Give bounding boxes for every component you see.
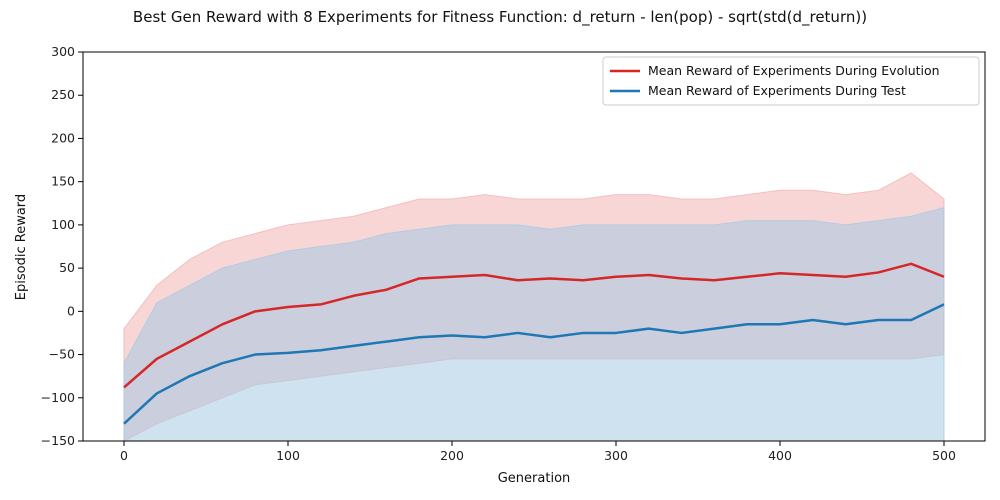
- line-series-1: [123, 303, 945, 425]
- y-tick-label: −100: [41, 390, 75, 405]
- x-axis: 0 100 200 300 400 500: [120, 441, 956, 463]
- x-tick-label: 100: [276, 448, 300, 463]
- x-axis-title: Generation: [498, 471, 571, 486]
- y-tick-label: 150: [51, 174, 75, 189]
- line-series-0: [123, 262, 945, 389]
- y-tick-label: 0: [67, 303, 75, 318]
- chart-title: Best Gen Reward with 8 Experiments for F…: [133, 8, 867, 27]
- y-tick-label: 200: [51, 130, 75, 145]
- y-tick-label: 100: [51, 217, 75, 232]
- legend-label-evolution: Mean Reward of Experiments During Evolut…: [648, 63, 940, 78]
- y-tick-label: −50: [49, 347, 75, 362]
- x-tick-label: 0: [120, 448, 128, 463]
- y-axis: −150 −100 −50 0 50 100 150 200 250 300: [41, 44, 83, 448]
- x-tick-label: 400: [768, 448, 792, 463]
- series-lines: [123, 262, 945, 425]
- y-tick-label: −150: [41, 433, 75, 448]
- legend: Mean Reward of Experiments During Evolut…: [602, 56, 980, 106]
- x-tick-label: 200: [440, 448, 464, 463]
- legend-label-test: Mean Reward of Experiments During Test: [648, 83, 906, 98]
- y-tick-label: 50: [59, 260, 75, 275]
- y-tick-label: 250: [51, 87, 75, 102]
- x-tick-label: 500: [932, 448, 956, 463]
- x-tick-label: 300: [604, 448, 628, 463]
- band-series-1: [123, 206, 945, 441]
- y-tick-label: 300: [51, 44, 75, 59]
- plot-frame: [82, 51, 986, 442]
- confidence-bands: [123, 172, 945, 441]
- legend-box: [602, 56, 980, 106]
- plot-area: [82, 51, 986, 442]
- y-axis-title: Episodic Reward: [14, 194, 29, 300]
